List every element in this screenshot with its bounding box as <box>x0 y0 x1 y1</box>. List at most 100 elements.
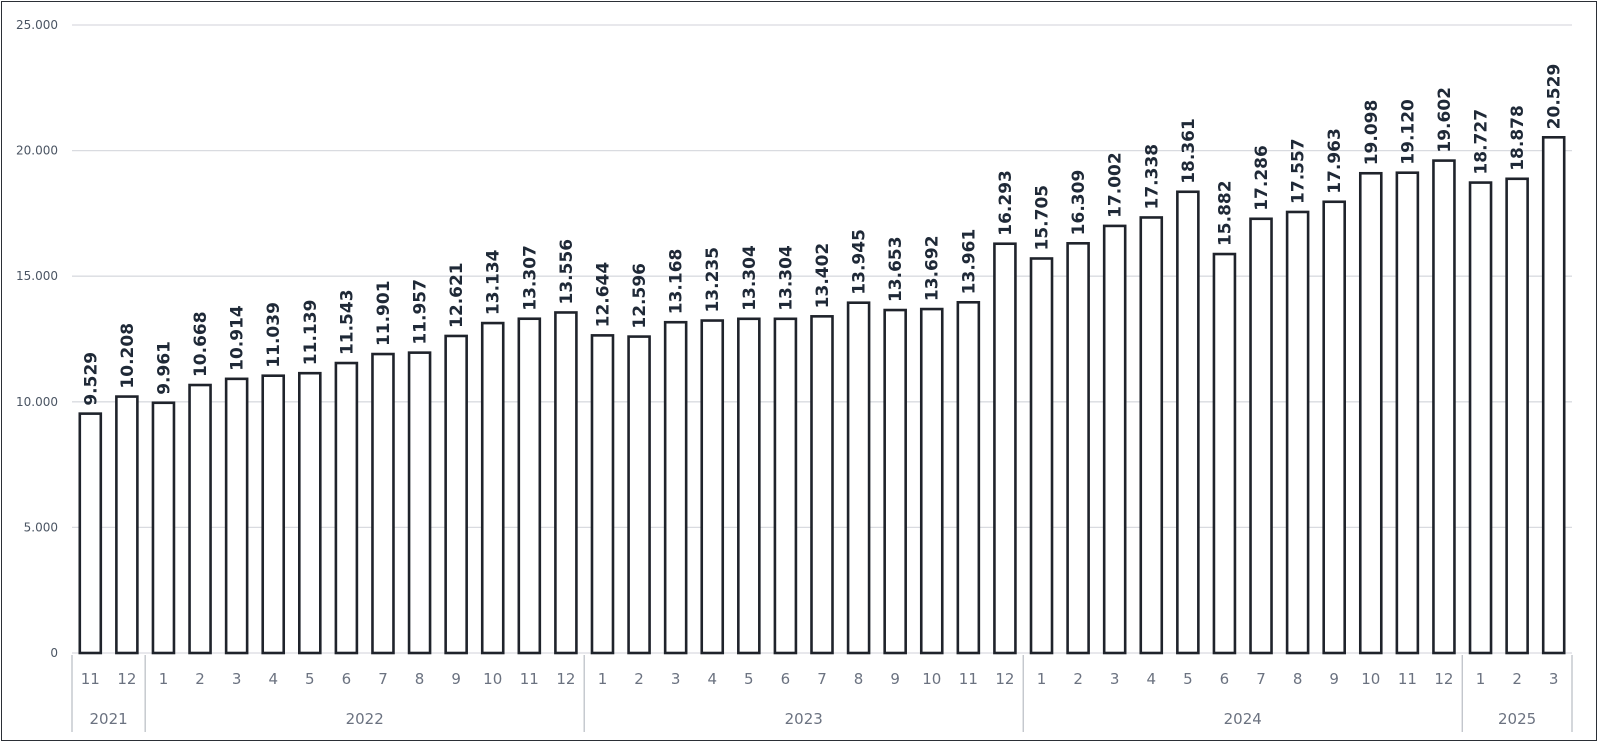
data-label: 10.208 <box>118 323 138 389</box>
bar <box>810 315 834 655</box>
data-label: 13.556 <box>557 239 577 305</box>
data-label: 13.945 <box>850 229 870 295</box>
y-tick-label: 5.000 <box>24 520 58 534</box>
data-label: 17.557 <box>1289 138 1309 204</box>
data-label: 11.039 <box>264 302 284 368</box>
data-label: 13.307 <box>520 245 540 311</box>
x-tick-label: 7 <box>378 670 388 688</box>
bar <box>956 300 981 655</box>
x-tick-label: 7 <box>1256 670 1266 688</box>
bar <box>1029 257 1054 655</box>
data-label: 12.644 <box>593 262 613 328</box>
x-tick-label: 3 <box>232 670 242 688</box>
x-tick-label: 2 <box>634 670 644 688</box>
y-tick-label: 10.000 <box>16 395 58 409</box>
data-label: 17.002 <box>1106 152 1126 218</box>
year-label: 2022 <box>346 710 384 728</box>
data-label: 12.621 <box>447 262 467 328</box>
bar <box>1066 242 1090 655</box>
x-tick-label: 10 <box>922 670 941 688</box>
data-label: 17.338 <box>1142 144 1162 210</box>
bar <box>1285 210 1310 655</box>
data-label: 19.098 <box>1362 100 1382 166</box>
x-tick-label: 11 <box>81 670 100 688</box>
x-tick-label: 10 <box>483 670 502 688</box>
bar <box>883 308 907 655</box>
x-tick-label: 12 <box>117 670 136 688</box>
y-tick-label: 20.000 <box>16 144 58 158</box>
data-label: 12.596 <box>630 263 650 329</box>
data-label: 13.304 <box>740 245 760 311</box>
data-label: 9.961 <box>154 341 174 395</box>
bar <box>517 317 542 655</box>
data-label: 11.901 <box>374 280 394 346</box>
data-label: 13.304 <box>776 245 796 311</box>
bar <box>261 374 286 655</box>
x-tick-label: 12 <box>995 670 1014 688</box>
bar <box>1505 177 1529 655</box>
x-tick-label: 8 <box>854 670 864 688</box>
bar <box>1102 224 1127 655</box>
bar <box>1468 181 1493 655</box>
data-label: 15.882 <box>1215 180 1235 246</box>
data-label: 15.705 <box>1033 185 1053 251</box>
bar <box>737 317 761 655</box>
bar <box>1176 190 1200 655</box>
year-label: 2025 <box>1498 710 1536 728</box>
bar <box>298 371 322 655</box>
y-tick-label: 25.000 <box>16 18 58 32</box>
bar <box>1212 252 1237 655</box>
data-label: 13.134 <box>484 249 504 315</box>
bar <box>78 412 103 655</box>
x-tick-label: 12 <box>1434 670 1453 688</box>
x-tick-label: 1 <box>159 670 169 688</box>
bar <box>663 320 688 655</box>
x-tick-label: 9 <box>890 670 900 688</box>
data-label: 18.727 <box>1472 109 1492 175</box>
data-label: 18.361 <box>1179 118 1199 184</box>
x-tick-label: 7 <box>817 670 827 688</box>
data-label: 18.878 <box>1508 105 1528 171</box>
data-label: 11.957 <box>411 279 431 345</box>
data-label: 13.653 <box>886 236 906 302</box>
data-label: 19.602 <box>1435 87 1455 153</box>
bar <box>224 377 249 655</box>
x-tick-label: 11 <box>520 670 539 688</box>
data-label: 16.309 <box>1069 170 1089 236</box>
bar <box>480 321 505 655</box>
x-tick-label: 4 <box>268 670 278 688</box>
data-label: 13.402 <box>813 243 833 309</box>
x-tick-label: 2 <box>195 670 205 688</box>
bar <box>1541 136 1566 655</box>
data-label: 13.168 <box>667 249 687 315</box>
data-label: 17.286 <box>1252 145 1272 211</box>
data-label: 11.139 <box>301 300 321 366</box>
x-tick-label: 5 <box>744 670 754 688</box>
bar <box>188 383 212 655</box>
x-tick-label: 1 <box>1037 670 1047 688</box>
bar <box>590 334 615 655</box>
x-tick-label: 2 <box>1073 670 1083 688</box>
bar <box>1358 171 1383 655</box>
bar <box>773 317 798 655</box>
bar <box>1322 200 1346 655</box>
x-tick-label: 5 <box>305 670 315 688</box>
x-tick-label: 1 <box>1476 670 1486 688</box>
data-label: 16.293 <box>996 170 1016 236</box>
bar <box>1432 159 1456 655</box>
data-label: 11.543 <box>337 289 357 355</box>
data-label: 13.961 <box>959 229 979 295</box>
x-tick-label: 9 <box>451 670 461 688</box>
bar <box>1249 217 1273 655</box>
bar <box>151 401 176 655</box>
data-label: 19.120 <box>1398 99 1418 165</box>
x-tick-label: 4 <box>707 670 717 688</box>
x-tick-label: 6 <box>1220 670 1230 688</box>
data-label: 10.914 <box>228 305 248 371</box>
x-tick-label: 9 <box>1329 670 1339 688</box>
bar <box>1139 216 1164 655</box>
x-tick-label: 11 <box>1398 670 1417 688</box>
data-label: 9.529 <box>81 352 101 406</box>
x-tick-label: 4 <box>1146 670 1156 688</box>
